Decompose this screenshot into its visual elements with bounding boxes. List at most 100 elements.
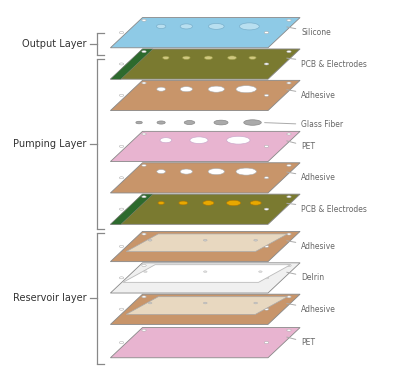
Ellipse shape — [180, 24, 192, 29]
Ellipse shape — [142, 233, 146, 235]
Ellipse shape — [179, 201, 188, 205]
Ellipse shape — [203, 240, 207, 241]
Ellipse shape — [287, 19, 291, 21]
Ellipse shape — [180, 169, 192, 174]
Polygon shape — [110, 18, 300, 48]
Ellipse shape — [142, 164, 146, 167]
Ellipse shape — [254, 302, 258, 304]
Ellipse shape — [119, 342, 124, 343]
Ellipse shape — [203, 302, 207, 304]
Ellipse shape — [287, 50, 291, 53]
Ellipse shape — [180, 87, 192, 92]
Text: PET: PET — [287, 337, 315, 347]
Text: PCB & Electrodes: PCB & Electrodes — [287, 58, 367, 68]
Ellipse shape — [142, 133, 146, 135]
Ellipse shape — [158, 201, 164, 204]
Ellipse shape — [148, 240, 152, 241]
Ellipse shape — [144, 271, 147, 272]
Ellipse shape — [250, 201, 261, 205]
Ellipse shape — [157, 121, 165, 124]
Ellipse shape — [287, 133, 291, 135]
Ellipse shape — [119, 245, 124, 248]
Text: Reservoir layer: Reservoir layer — [13, 293, 86, 303]
Polygon shape — [110, 49, 300, 79]
Ellipse shape — [119, 63, 124, 65]
Polygon shape — [126, 234, 288, 252]
Ellipse shape — [264, 308, 269, 310]
Text: Adhesive: Adhesive — [287, 304, 336, 314]
Ellipse shape — [148, 302, 152, 304]
Text: Glass Fiber: Glass Fiber — [265, 120, 343, 129]
Ellipse shape — [163, 56, 169, 59]
Ellipse shape — [119, 145, 124, 147]
Ellipse shape — [208, 168, 224, 175]
Ellipse shape — [119, 308, 124, 310]
Ellipse shape — [214, 120, 228, 125]
Ellipse shape — [157, 87, 166, 91]
Polygon shape — [110, 49, 153, 79]
Polygon shape — [110, 263, 300, 293]
Ellipse shape — [254, 240, 258, 241]
Ellipse shape — [119, 177, 124, 179]
Text: Delrin: Delrin — [287, 272, 324, 282]
Ellipse shape — [208, 86, 224, 92]
Ellipse shape — [264, 208, 269, 210]
Ellipse shape — [142, 82, 146, 84]
Ellipse shape — [236, 168, 256, 175]
Ellipse shape — [287, 233, 291, 235]
Ellipse shape — [249, 56, 256, 59]
Ellipse shape — [156, 24, 166, 29]
Ellipse shape — [259, 271, 262, 272]
Ellipse shape — [184, 121, 195, 125]
Ellipse shape — [264, 63, 269, 65]
Ellipse shape — [182, 56, 190, 60]
Text: Pumping Layer: Pumping Layer — [13, 139, 86, 149]
Ellipse shape — [142, 19, 146, 21]
Polygon shape — [123, 265, 291, 282]
Text: PET: PET — [287, 141, 315, 151]
Ellipse shape — [142, 296, 146, 298]
Polygon shape — [110, 131, 300, 162]
Ellipse shape — [142, 264, 146, 267]
Ellipse shape — [264, 32, 269, 34]
Ellipse shape — [264, 245, 269, 248]
Ellipse shape — [119, 277, 124, 279]
Ellipse shape — [227, 136, 250, 144]
Ellipse shape — [287, 296, 291, 298]
Polygon shape — [110, 194, 153, 224]
Polygon shape — [110, 194, 300, 224]
Ellipse shape — [204, 56, 212, 60]
Polygon shape — [110, 294, 300, 324]
Ellipse shape — [228, 56, 236, 60]
Text: Adhesive: Adhesive — [287, 90, 336, 100]
Ellipse shape — [119, 208, 124, 210]
Ellipse shape — [287, 329, 291, 331]
Text: PCB & Electrodes: PCB & Electrodes — [287, 203, 367, 214]
Polygon shape — [126, 297, 288, 314]
Ellipse shape — [208, 23, 224, 29]
Ellipse shape — [287, 164, 291, 167]
Ellipse shape — [119, 94, 124, 96]
Text: Output Layer: Output Layer — [22, 39, 86, 49]
Text: Silicone: Silicone — [287, 27, 331, 37]
Ellipse shape — [204, 271, 207, 272]
Ellipse shape — [287, 264, 291, 267]
Polygon shape — [110, 327, 300, 358]
Ellipse shape — [142, 329, 146, 331]
Text: Adhesive: Adhesive — [287, 172, 336, 182]
Ellipse shape — [203, 201, 214, 205]
Polygon shape — [110, 80, 300, 110]
Ellipse shape — [240, 23, 259, 30]
Ellipse shape — [190, 137, 208, 144]
Ellipse shape — [287, 82, 291, 84]
Ellipse shape — [142, 50, 146, 53]
Ellipse shape — [160, 138, 172, 143]
Ellipse shape — [264, 145, 269, 147]
Ellipse shape — [287, 196, 291, 198]
Ellipse shape — [264, 177, 269, 179]
Ellipse shape — [142, 196, 146, 198]
Ellipse shape — [264, 94, 269, 96]
Ellipse shape — [236, 86, 256, 93]
Polygon shape — [110, 231, 300, 262]
Ellipse shape — [227, 200, 241, 206]
